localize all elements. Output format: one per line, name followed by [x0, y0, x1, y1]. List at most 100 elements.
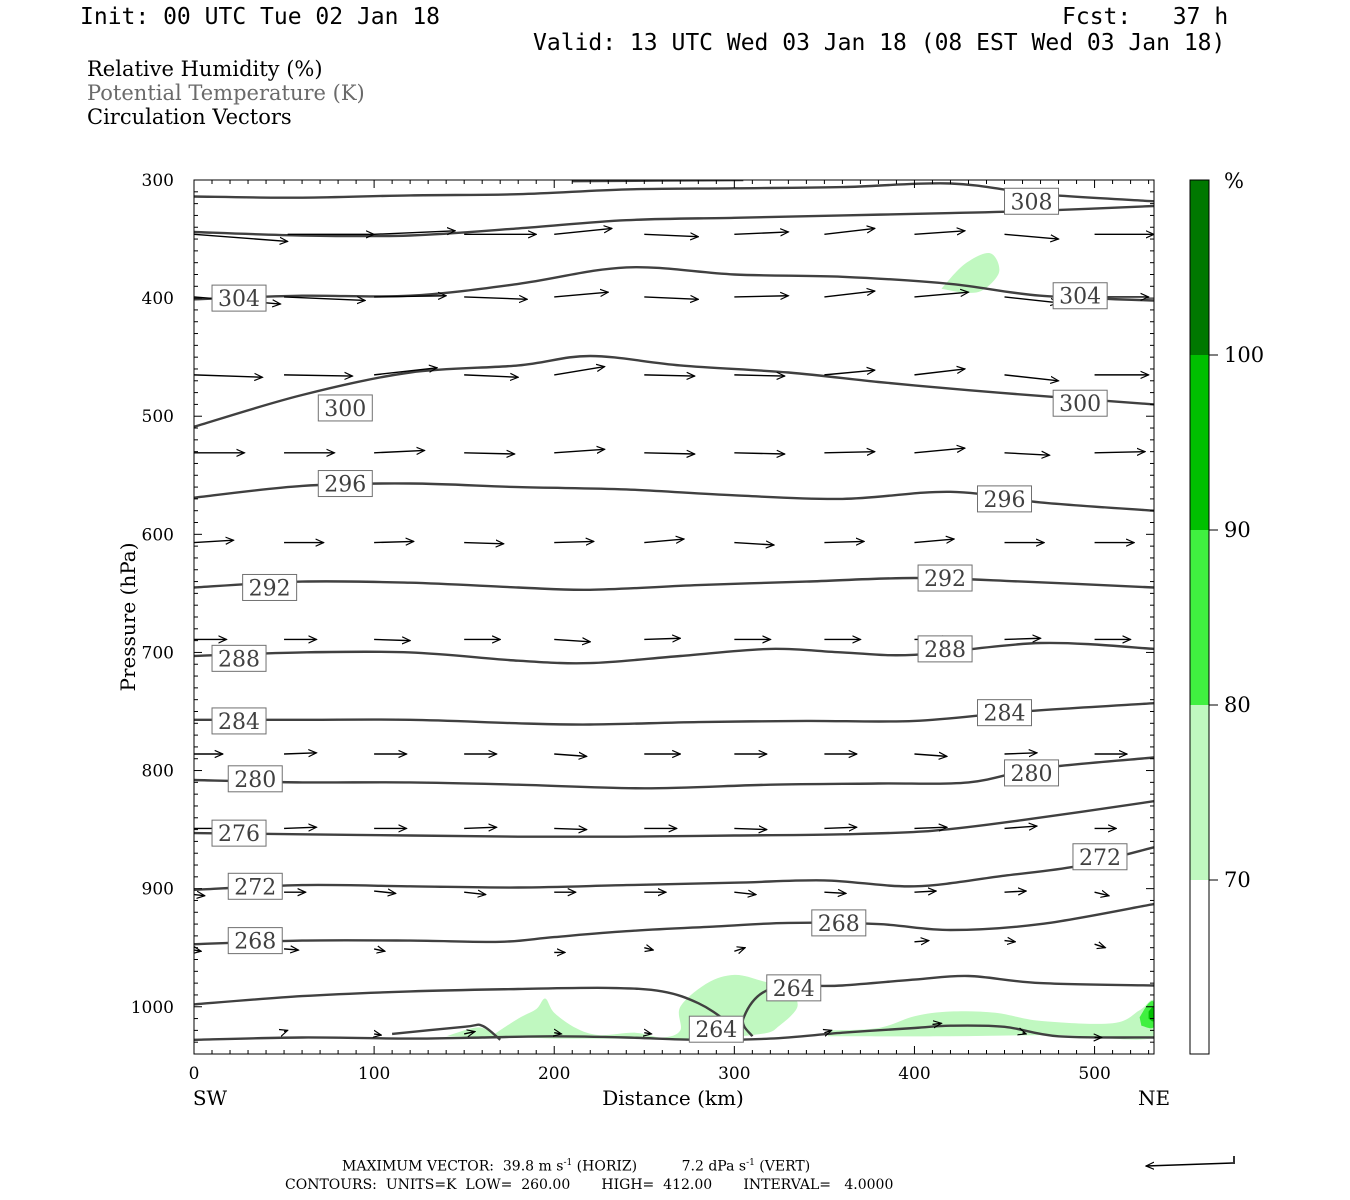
- circulation-vector-2-2: [374, 368, 437, 376]
- sw-label: SW: [193, 1086, 228, 1110]
- theta-contour-288-7: [194, 641, 1154, 665]
- circulation-vector-1-4: [554, 292, 608, 298]
- circulation-vector-0-9: [1004, 233, 1059, 239]
- svg-text:288: 288: [218, 647, 260, 672]
- svg-text:292: 292: [249, 576, 291, 601]
- circulation-vector-4-4: [554, 541, 594, 542]
- y-axis-label: Pressure (hPa): [116, 543, 140, 692]
- circulation-vector-9-8: [1094, 944, 1106, 948]
- colorbar-unit: %: [1224, 169, 1244, 193]
- circulation-vector-6-8: [914, 754, 946, 756]
- svg-text:276: 276: [218, 822, 260, 847]
- colorbar-label-90: 90: [1224, 518, 1251, 542]
- contour-label-292-8: 292: [917, 564, 973, 592]
- svg-text:300: 300: [1059, 392, 1101, 417]
- circulation-vector-6-4: [554, 754, 586, 756]
- circulation-vector-8-7: [824, 892, 846, 893]
- colorbar-90-100: [1190, 355, 1209, 530]
- circulation-vector-layer: [194, 228, 1154, 1037]
- circulation-vector-3-8: [914, 448, 964, 454]
- circulation-vector-1-5: [644, 297, 698, 299]
- circulation-vector-2-4: [554, 367, 604, 376]
- circulation-vector-2-6: [734, 375, 784, 376]
- theta-contour-300-4: [194, 354, 1154, 428]
- circulation-vector-4-8: [914, 539, 954, 543]
- max-vector-line: MAXIMUM VECTOR: 39.8 m s-1 (HORIZ) 7.2 d…: [342, 1158, 811, 1175]
- circulation-vector-10-2: [464, 1032, 475, 1034]
- rh-shading-90-100-5: [1148, 1006, 1154, 1022]
- svg-text:308: 308: [1011, 190, 1053, 215]
- colorbar-100-plus: [1190, 180, 1209, 355]
- svg-text:272: 272: [234, 875, 276, 900]
- x-axis-label: Distance (km): [602, 1086, 744, 1110]
- contour-label-288-9: 288: [211, 644, 267, 672]
- theta-contour-280-9: [194, 756, 1154, 790]
- circulation-vector-10-7: [1023, 1033, 1027, 1034]
- contour-label-304-2: 304: [1052, 282, 1108, 310]
- circulation-vector-0-6: [734, 232, 788, 234]
- circulation-vector-10-5: [824, 1030, 831, 1032]
- circulation-vector-9-2: [373, 949, 385, 951]
- circulation-vector-3-4: [554, 449, 604, 453]
- circulation-vector-8-9: [1004, 891, 1027, 892]
- circulation-vector-3-9: [1004, 453, 1050, 455]
- x-tick-label: 0: [189, 1064, 200, 1084]
- circulation-vector-7-1: [284, 827, 316, 828]
- circulation-vector-8-6: [734, 892, 756, 894]
- theta-contour-304-3: [194, 265, 1154, 302]
- circulation-vector-8-8: [914, 891, 936, 892]
- svg-text:292: 292: [924, 567, 966, 592]
- y-tick-label: 300: [142, 171, 174, 191]
- contour-label-292-7: 292: [242, 573, 298, 601]
- circulation-vector-10-1: [374, 1034, 381, 1035]
- svg-text:264: 264: [773, 977, 815, 1002]
- circulation-vector-5-9: [1004, 638, 1041, 639]
- svg-text:272: 272: [1079, 846, 1121, 871]
- circulation-vector-2-0: [194, 375, 262, 377]
- circulation-vector-9-6: [914, 941, 928, 942]
- circulation-vector-8-3: [464, 892, 486, 894]
- circulation-vector-7-3: [464, 827, 496, 828]
- contour-label-304-1: 304: [211, 284, 267, 312]
- theta-contour-264-14: [741, 974, 1154, 1037]
- circulation-vector-3-10: [1094, 452, 1145, 453]
- svg-text:296: 296: [324, 473, 366, 498]
- circulation-vector-3-7: [824, 452, 874, 453]
- circulation-vector-6-1: [284, 753, 316, 754]
- circulation-vector-3-6: [734, 453, 784, 454]
- plot-frame: [193, 179, 1155, 1055]
- rh-shading-70-80-0: [941, 252, 1000, 293]
- circulation-vector-2-8: [914, 369, 964, 376]
- contour-label-280-14: 280: [1004, 759, 1060, 787]
- circulation-vector-5-4: [554, 639, 590, 641]
- circulation-vector-10-3: [554, 1033, 561, 1034]
- y-tick-label: 1000: [131, 998, 174, 1018]
- circulation-vector-1-2: [374, 296, 446, 297]
- x-tick-label: 500: [1078, 1064, 1110, 1084]
- circulation-vector-0-2: [374, 231, 455, 235]
- contour-label-308-0: 308: [1004, 187, 1060, 215]
- circulation-vector-2-5: [644, 375, 694, 376]
- circulation-vector-10-4: [644, 1033, 651, 1034]
- circulation-vector-1-1: [284, 297, 365, 301]
- circulation-vector-5-5: [644, 638, 680, 639]
- circulation-vector-10-0: [284, 1030, 288, 1031]
- contour-label-300-3: 300: [317, 394, 373, 422]
- circulation-vector-7-7: [824, 827, 856, 828]
- contour-label-284-11: 284: [211, 707, 267, 735]
- circulation-vector-0-4: [554, 228, 612, 236]
- x-tick-label: 400: [898, 1064, 930, 1084]
- circulation-vector-9-1: [283, 949, 298, 950]
- y-tick-label: 400: [142, 289, 174, 309]
- legend-potential-temperature: Potential Temperature (K): [87, 81, 365, 105]
- colorbar-below-70: [1190, 880, 1209, 1054]
- svg-text:268: 268: [234, 930, 276, 955]
- rh-shading-70-80-2: [828, 999, 1154, 1040]
- axes-layer: 0 100 200 300 400 500 300 400 500 600 700 800 900 100…: [131, 171, 1154, 1084]
- contour-label-264-21: 264: [688, 1015, 744, 1043]
- x-tick-label: 200: [538, 1064, 570, 1084]
- circulation-vector-4-5: [644, 539, 684, 543]
- circulation-vector-9-4: [644, 948, 653, 950]
- legend-relative-humidity: Relative Humidity (%): [87, 57, 323, 81]
- circulation-vector-2-1: [284, 375, 352, 376]
